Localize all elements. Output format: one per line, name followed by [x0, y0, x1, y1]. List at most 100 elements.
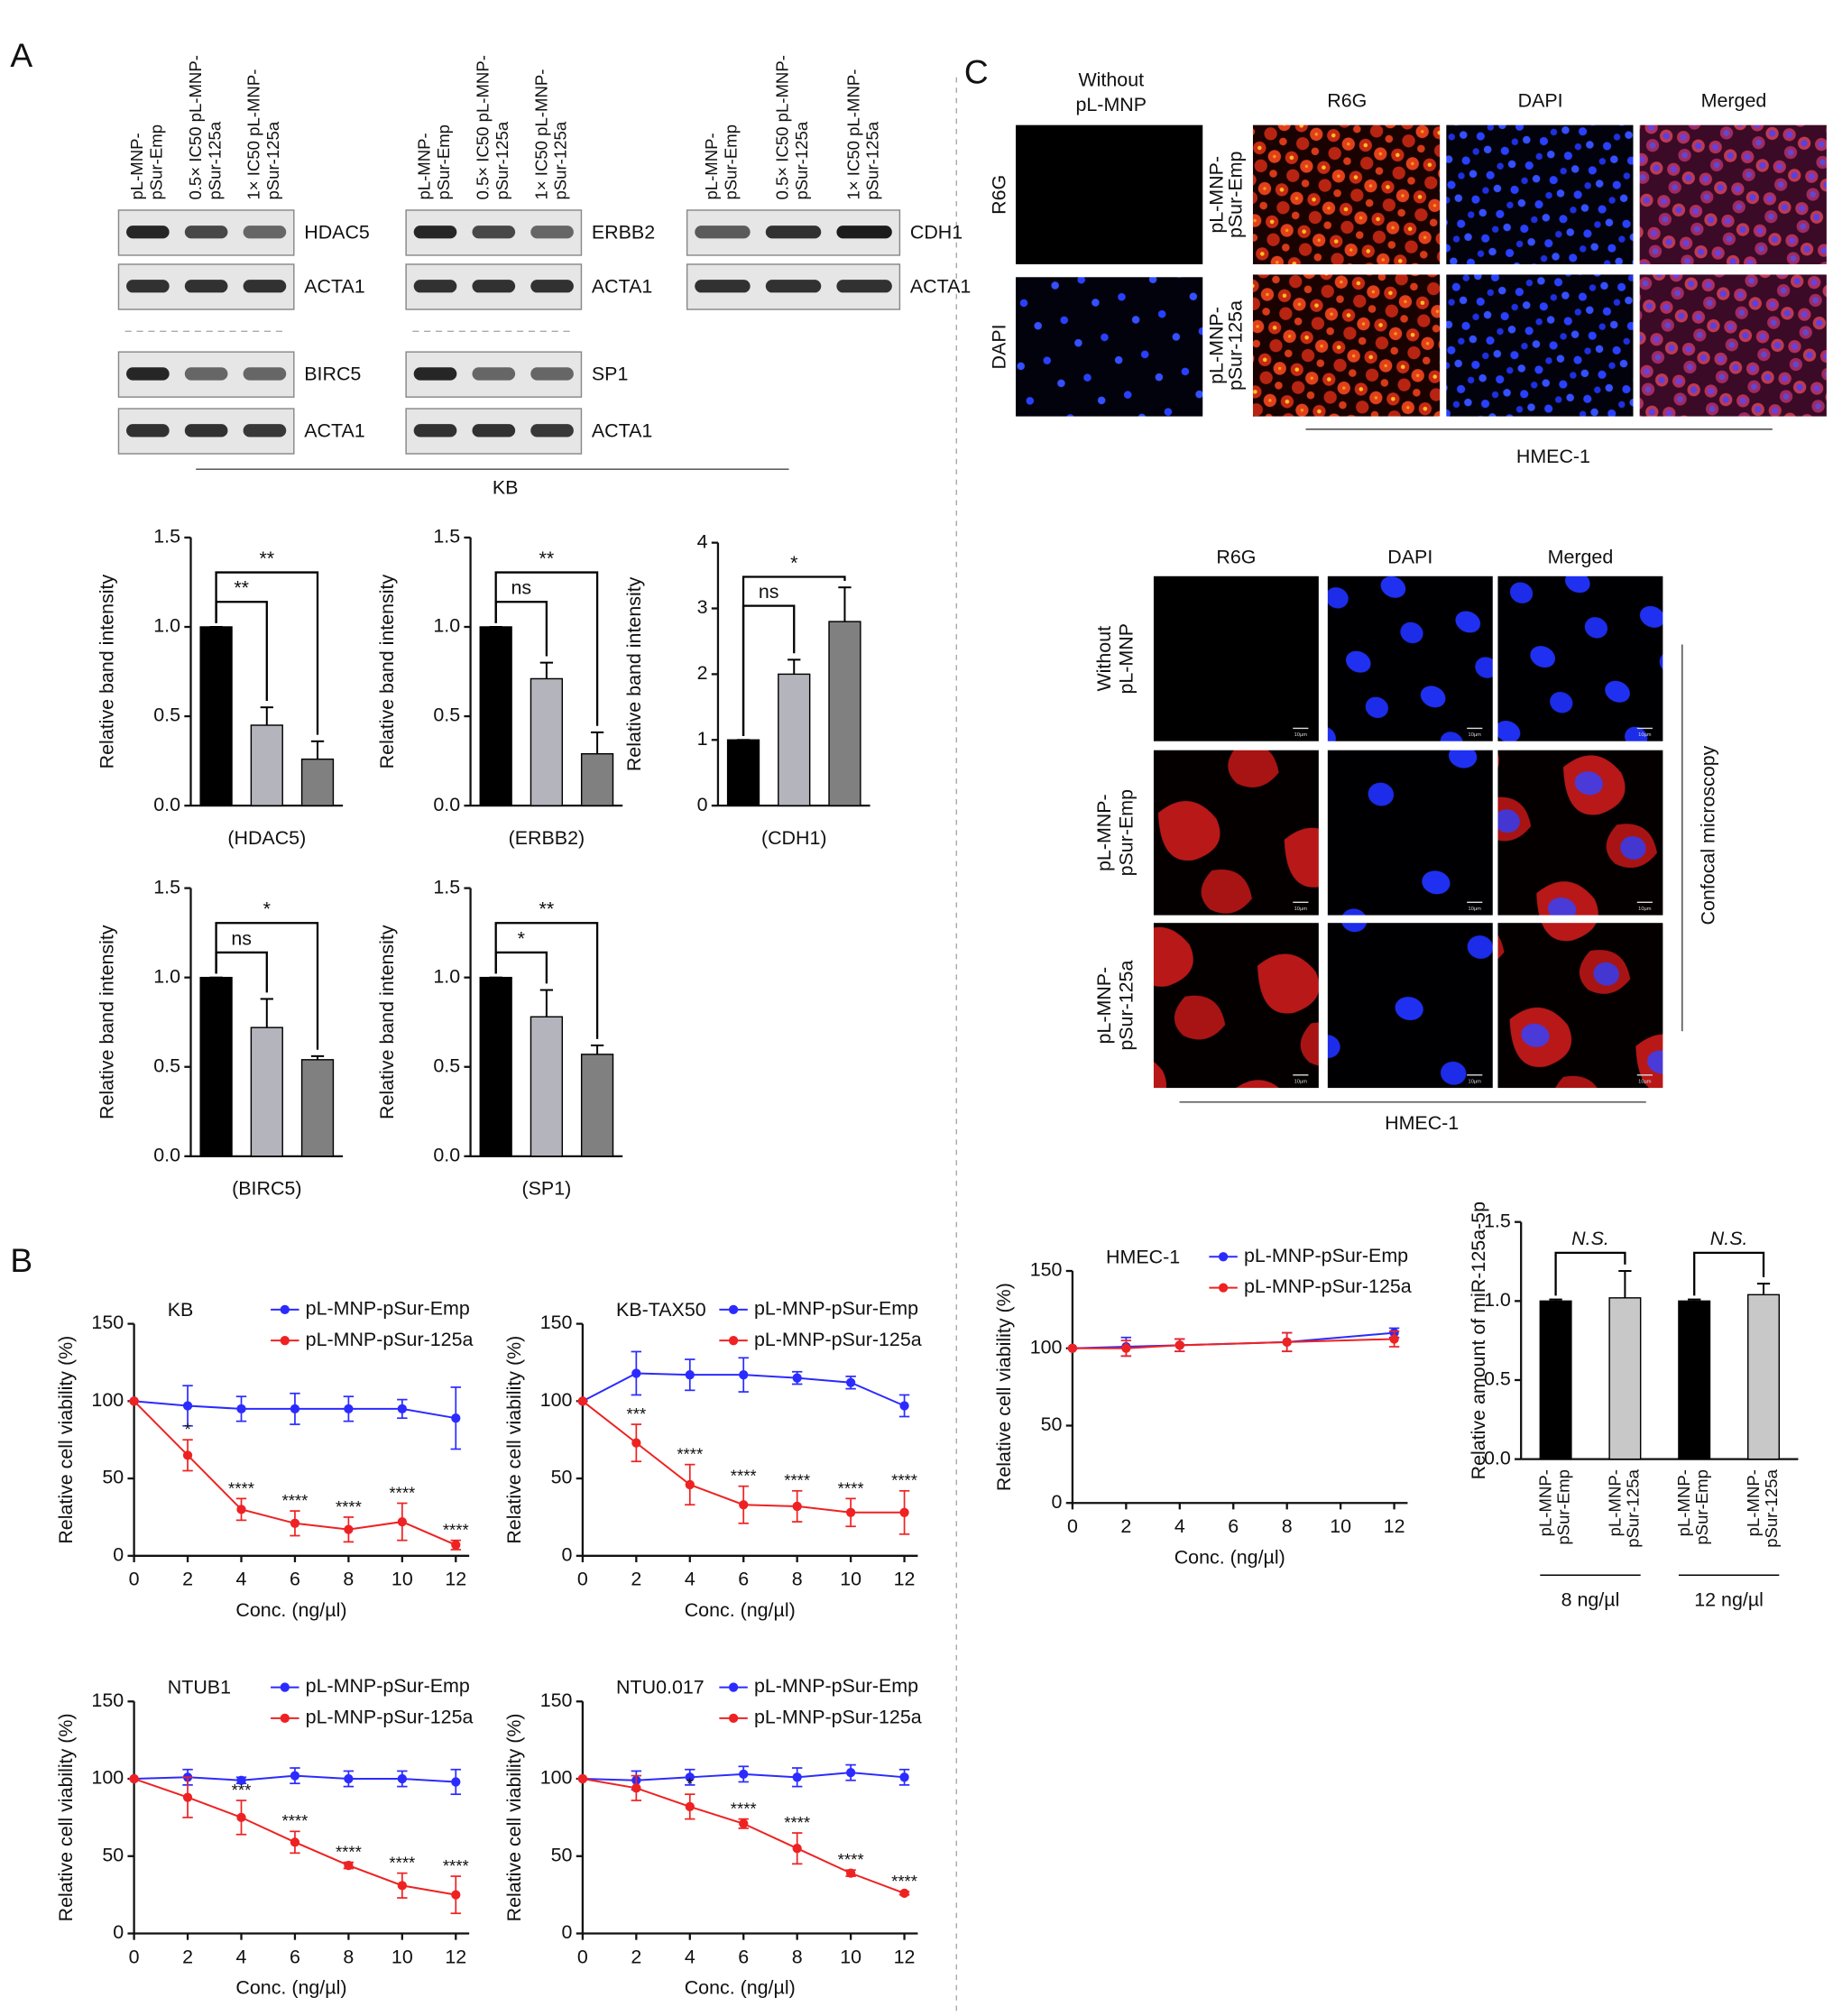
- significance-label: ****: [891, 1872, 917, 1891]
- significance-label: **: [539, 898, 555, 920]
- y-tick-label: 0.0: [1484, 1447, 1511, 1468]
- y-tick-label: 2: [697, 662, 708, 684]
- x-tick-label: 2: [1120, 1515, 1131, 1537]
- row-label: pL-MNP-: [1205, 307, 1227, 384]
- lane-header: pSur-125a: [792, 121, 811, 199]
- y-tick-label: 0.5: [153, 1054, 180, 1076]
- y-tick-label: 1: [697, 728, 708, 750]
- y-tick-label: 1.0: [1484, 1289, 1511, 1311]
- significance-label: ****: [228, 1478, 254, 1497]
- x-tick-label: 6: [1228, 1515, 1239, 1537]
- point: [845, 1868, 856, 1878]
- point: [577, 1773, 588, 1784]
- x-tick-label: 4: [685, 1569, 695, 1590]
- legend-marker: [728, 1336, 739, 1346]
- band: [126, 424, 170, 437]
- band: [413, 280, 457, 293]
- significance-label: ****: [838, 1850, 864, 1869]
- significance-label: ns: [231, 927, 252, 949]
- point: [899, 1507, 909, 1517]
- band: [472, 367, 516, 381]
- y-axis-label: Relative band intensity: [97, 574, 118, 769]
- chart-title: NTU0.017: [616, 1677, 705, 1698]
- y-tick-label: 4: [697, 530, 708, 552]
- lane-header: pSur-125a: [493, 121, 511, 199]
- column-header: DAPI: [1387, 546, 1432, 567]
- x-tick-label: 0: [129, 1946, 140, 1967]
- bar: [300, 1059, 335, 1157]
- point: [631, 1368, 641, 1378]
- point: [344, 1404, 354, 1414]
- x-tick-label: pSur-125a: [1762, 1468, 1781, 1547]
- lane-header: pSur-Emp: [146, 124, 165, 200]
- point: [899, 1772, 909, 1782]
- x-axis-label: Conc. (ng/µl): [235, 1599, 346, 1621]
- lane-header: 0.5× IC50 pL-MNP-: [773, 55, 792, 199]
- side-label: Confocal microscopy: [1697, 745, 1718, 925]
- point: [236, 1505, 246, 1514]
- x-axis-label: Conc. (ng/µl): [685, 1599, 796, 1621]
- row-label: DAPI: [989, 324, 1010, 369]
- x-tick-label: pL-MNP-: [1605, 1469, 1624, 1536]
- point: [631, 1438, 641, 1448]
- significance-label: ****: [784, 1471, 810, 1490]
- point: [739, 1370, 749, 1380]
- band: [243, 226, 287, 239]
- legend-label: pL-MNP-pSur-125a: [754, 1329, 922, 1350]
- chart-title: KB: [168, 1299, 194, 1321]
- legend-marker: [280, 1304, 290, 1315]
- x-tick-label: 12: [445, 1946, 466, 1967]
- group-label: 12 ng/µl: [1694, 1588, 1764, 1610]
- scale-bar-label: 10µm: [1638, 1079, 1652, 1084]
- protein-label: ACTA1: [304, 419, 364, 441]
- point: [1389, 1334, 1399, 1344]
- lane-header: 0.5× IC50 pL-MNP-: [473, 55, 492, 199]
- band: [126, 280, 170, 293]
- y-tick-label: 1.5: [153, 876, 180, 898]
- legend-label: pL-MNP-pSur-Emp: [754, 1298, 918, 1320]
- y-tick-label: 0: [113, 1543, 124, 1565]
- legend-marker: [280, 1682, 290, 1692]
- x-tick-label: 10: [391, 1946, 413, 1967]
- point: [1121, 1343, 1131, 1353]
- legend-marker: [728, 1304, 739, 1315]
- point: [182, 1401, 193, 1411]
- x-axis-label: (ERBB2): [509, 827, 585, 849]
- cell-line-label: KB: [493, 476, 519, 498]
- y-tick-label: 100: [1030, 1336, 1063, 1358]
- significance-label: ****: [838, 1478, 864, 1497]
- band: [695, 280, 751, 293]
- y-tick-label: 0: [697, 794, 708, 815]
- y-tick-label: 100: [91, 1767, 124, 1789]
- significance-label: ****: [731, 1800, 757, 1818]
- point: [236, 1775, 246, 1785]
- lane-header: 1× IC50 pL-MNP-: [843, 69, 862, 200]
- y-tick-label: 1.0: [153, 615, 180, 637]
- image-panel: [1153, 923, 1319, 1089]
- legend-label: pL-MNP-pSur-Emp: [754, 1675, 918, 1697]
- y-tick-label: 100: [91, 1389, 124, 1411]
- y-tick-label: 0.5: [1484, 1368, 1511, 1390]
- scale-bar-label: 10µm: [1638, 907, 1652, 912]
- row-label: pSur-125a: [1115, 961, 1137, 1051]
- x-tick-label: 0: [577, 1946, 588, 1967]
- point: [397, 1773, 407, 1784]
- band: [530, 424, 574, 437]
- band: [413, 424, 457, 437]
- y-tick-label: 0.0: [153, 794, 180, 815]
- significance-bracket: [215, 571, 319, 735]
- significance-label: *: [518, 927, 525, 949]
- bar: [580, 752, 614, 806]
- point: [290, 1404, 300, 1414]
- x-tick-label: 6: [738, 1569, 749, 1590]
- point: [344, 1524, 354, 1534]
- band: [530, 280, 574, 293]
- y-tick-label: 1.5: [433, 526, 460, 548]
- band: [530, 367, 574, 381]
- x-tick-label: 12: [894, 1569, 916, 1590]
- significance-label: *: [184, 1420, 190, 1439]
- chart-title: KB-TAX50: [616, 1299, 706, 1321]
- point: [344, 1773, 354, 1784]
- panel-label: C: [964, 53, 989, 91]
- x-tick-label: 10: [391, 1569, 413, 1590]
